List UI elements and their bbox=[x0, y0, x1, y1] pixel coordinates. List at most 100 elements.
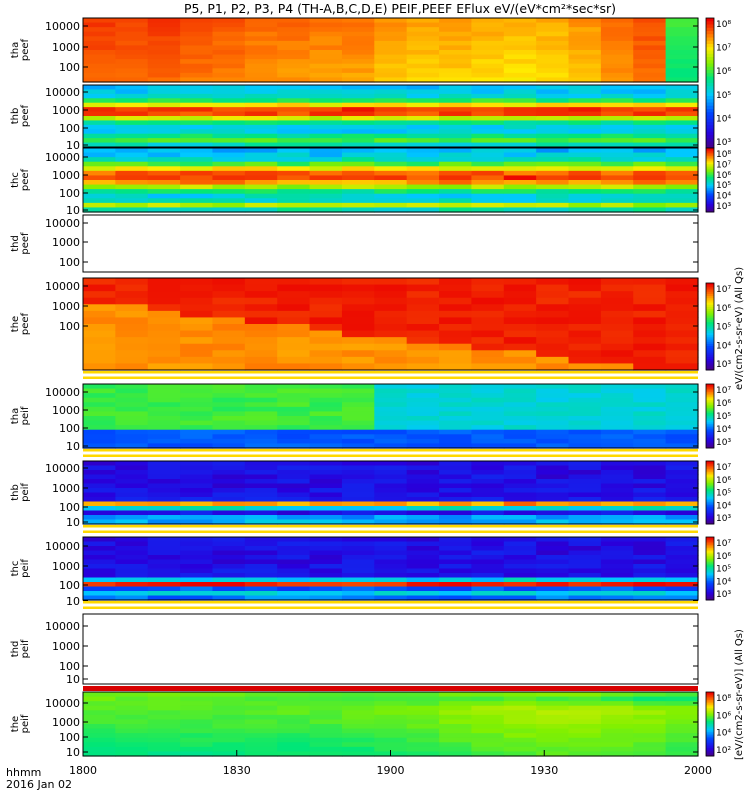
spectrogram-cell bbox=[309, 402, 343, 408]
spectrogram-cell bbox=[503, 157, 537, 163]
spectrogram-cell bbox=[439, 506, 473, 512]
spectrogram-cell bbox=[665, 501, 699, 507]
spectrogram-cell bbox=[309, 434, 343, 440]
spectrogram-cell bbox=[212, 714, 246, 721]
colorbar-swatch bbox=[706, 549, 714, 552]
spectrogram-cell bbox=[568, 474, 602, 480]
spectrogram-cell bbox=[83, 733, 116, 739]
spectrogram-cell bbox=[665, 746, 699, 753]
spectrogram-cell bbox=[439, 124, 473, 130]
spectrogram-cell bbox=[277, 310, 311, 319]
spectrogram-cell bbox=[600, 89, 634, 95]
colorbar-swatch bbox=[706, 401, 714, 404]
colorbar-frame bbox=[705, 147, 715, 213]
colorbar-swatch bbox=[706, 709, 714, 712]
spectrogram-cell bbox=[212, 120, 246, 126]
spectrogram-cell bbox=[503, 438, 537, 445]
spectrogram-cell bbox=[309, 692, 343, 698]
spectrogram-cell bbox=[115, 488, 149, 494]
spectrogram-cell bbox=[406, 116, 440, 122]
spectrogram-cell bbox=[600, 515, 634, 521]
spectrogram-cell bbox=[341, 350, 375, 358]
spectrogram-cell bbox=[406, 50, 440, 56]
colorbar-swatch bbox=[706, 76, 714, 81]
spectrogram-cell bbox=[374, 724, 408, 730]
spectrogram-cell bbox=[341, 356, 375, 365]
spectrogram-cell bbox=[536, 406, 570, 413]
spectrogram-cell bbox=[309, 68, 343, 74]
spectrogram-cell bbox=[374, 175, 408, 181]
spectrogram-cell bbox=[180, 297, 214, 305]
colorbar-swatch bbox=[706, 317, 714, 321]
colorbar-frame bbox=[705, 383, 715, 449]
spectrogram-cell bbox=[147, 304, 181, 312]
spectrogram-cell bbox=[115, 397, 149, 403]
colorbar-swatch bbox=[706, 291, 714, 295]
spectrogram-cell bbox=[568, 138, 602, 144]
spectrogram-cell bbox=[665, 22, 699, 28]
colorbar-swatch bbox=[706, 719, 714, 722]
spectrogram-cell bbox=[471, 406, 505, 413]
spectrogram-cell bbox=[277, 22, 311, 28]
y-tick-label: 10000 bbox=[45, 462, 80, 475]
spectrogram-cell bbox=[309, 138, 343, 144]
spectrogram-cell bbox=[568, 36, 602, 42]
spectrogram-cell bbox=[212, 304, 246, 312]
spectrogram-cell bbox=[568, 586, 602, 592]
spectrogram-cell bbox=[633, 142, 667, 148]
spectrogram-cell bbox=[341, 582, 375, 588]
spectrogram-cell bbox=[341, 93, 375, 99]
colorbar-tick-label: 10⁶ bbox=[716, 476, 731, 486]
spectrogram-cell bbox=[83, 40, 116, 47]
spectrogram-cell bbox=[212, 129, 246, 135]
spectrogram-cell bbox=[277, 148, 311, 154]
spectrogram-cell bbox=[439, 45, 473, 51]
colorbar-swatch bbox=[706, 144, 714, 149]
spectrogram-cell bbox=[115, 474, 149, 480]
spectrogram-cell bbox=[341, 152, 375, 158]
spectrogram-cell bbox=[439, 59, 473, 65]
spectrogram-cell bbox=[471, 724, 505, 730]
spectrogram-cell bbox=[536, 148, 570, 154]
colorbar-swatch bbox=[706, 131, 714, 136]
spectrogram-cell bbox=[212, 465, 246, 471]
spectrogram-cell bbox=[277, 31, 311, 37]
colorbar-tick-label: 10⁴ bbox=[716, 729, 731, 739]
spectrogram-cell bbox=[212, 343, 246, 351]
spectrogram-cell bbox=[309, 728, 343, 734]
spectrogram-cell bbox=[471, 501, 505, 507]
colorbar-swatch bbox=[706, 727, 714, 730]
spectrogram-cell bbox=[568, 166, 602, 172]
spectrogram-cell bbox=[212, 59, 246, 65]
spectrogram-cell bbox=[244, 54, 278, 60]
spectrogram-cell bbox=[83, 93, 116, 99]
colorbar-swatch bbox=[706, 582, 714, 585]
spectrogram-cell bbox=[212, 157, 246, 163]
colorbar-swatch bbox=[706, 96, 714, 100]
colorbar-tick-label: 10⁶ bbox=[716, 304, 731, 314]
spectrogram-cell bbox=[277, 746, 311, 753]
spectrogram-cell bbox=[83, 63, 116, 69]
colorbar-swatch bbox=[706, 154, 714, 157]
spectrogram-cell bbox=[212, 198, 246, 204]
spectrogram-cell bbox=[633, 40, 667, 47]
spectrogram-cell bbox=[147, 492, 181, 498]
spectrogram-cell bbox=[665, 710, 699, 716]
y-tick-label: 10000 bbox=[45, 151, 80, 164]
spectrogram-cell bbox=[115, 406, 149, 413]
panel-ylabel: thapeif bbox=[10, 406, 31, 425]
colorbar-swatch bbox=[706, 188, 714, 191]
spectrogram-cell bbox=[212, 546, 246, 552]
spectrogram-cell bbox=[374, 317, 408, 325]
spectrogram-cell bbox=[406, 515, 440, 521]
spectrogram-cell bbox=[147, 193, 181, 199]
spectrogram-cell bbox=[309, 297, 343, 305]
spectrogram-cell bbox=[115, 198, 149, 204]
spectrogram-cell bbox=[83, 416, 116, 422]
spectrogram-cell bbox=[309, 98, 343, 104]
spectrogram-cell bbox=[83, 18, 116, 24]
spectrogram-cell bbox=[115, 166, 149, 172]
colorbar-swatch bbox=[706, 384, 714, 387]
spectrogram-cell bbox=[568, 45, 602, 51]
